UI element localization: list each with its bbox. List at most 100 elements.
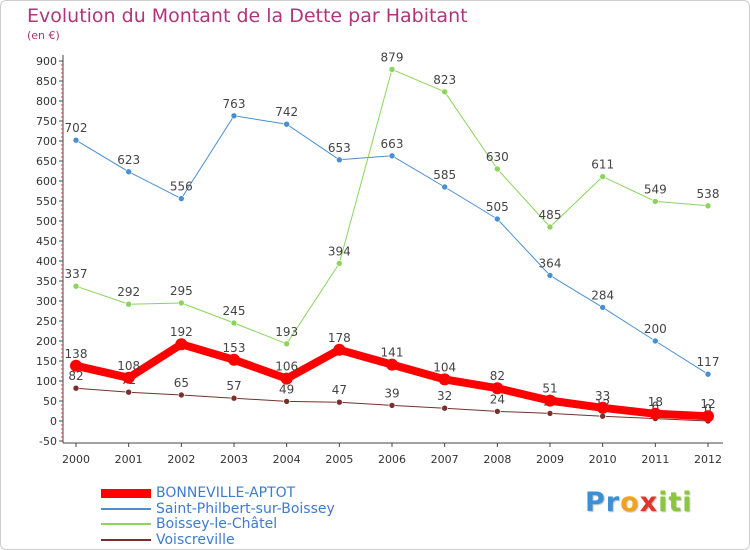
data-point-bonneville-aptot	[702, 410, 714, 423]
data-point-voiscreville	[388, 402, 396, 409]
y-tick-label: -50	[39, 435, 57, 448]
data-point-voiscreville	[125, 388, 132, 396]
data-point-bonneville-aptot	[228, 353, 240, 366]
data-label-bonneville-aptot: 178	[328, 331, 351, 345]
data-point-voiscreville	[441, 404, 448, 412]
data-label-voiscreville: 49	[279, 382, 294, 396]
data-label-saint-philbert-sur-boissey: 623	[117, 153, 140, 167]
data-point-boissey-le-ch-tel	[230, 319, 238, 327]
data-label-boissey-le-ch-tel: 549	[644, 182, 667, 196]
chart-title: Evolution du Montant de la Dette par Hab…	[27, 5, 468, 27]
data-label-bonneville-aptot: 51	[542, 382, 557, 396]
legend-swatch	[101, 523, 151, 525]
data-point-saint-philbert-sur-boissey	[125, 168, 132, 176]
x-tick-label: 2004	[273, 453, 301, 466]
data-point-voiscreville	[494, 408, 501, 415]
logo-letter: r	[605, 487, 621, 518]
data-point-boissey-le-ch-tel	[283, 340, 290, 348]
data-label-boissey-le-ch-tel: 630	[486, 150, 509, 164]
data-point-saint-philbert-sur-boissey	[704, 370, 712, 378]
y-tick-label: 850	[36, 75, 57, 88]
x-tick-label: 2000	[62, 453, 90, 466]
data-label-boissey-le-ch-tel: 823	[433, 73, 456, 87]
data-point-saint-philbert-sur-boissey	[283, 120, 290, 128]
data-label-saint-philbert-sur-boissey: 364	[539, 256, 562, 270]
data-point-saint-philbert-sur-boissey	[72, 136, 80, 144]
data-label-saint-philbert-sur-boissey: 200	[644, 322, 667, 336]
data-label-boissey-le-ch-tel: 485	[539, 208, 562, 222]
data-point-bonneville-aptot	[280, 372, 293, 385]
data-label-boissey-le-ch-tel: 538	[697, 187, 720, 201]
data-point-boissey-le-ch-tel	[652, 198, 659, 205]
y-tick-label: 700	[36, 135, 57, 148]
data-point-bonneville-aptot	[122, 371, 135, 384]
legend-swatch	[101, 538, 151, 541]
data-label-voiscreville: 39	[384, 386, 399, 400]
data-label-voiscreville: 24	[490, 392, 505, 406]
x-tick-label: 2005	[325, 453, 353, 466]
data-label-boissey-le-ch-tel: 295	[170, 284, 193, 298]
data-point-saint-philbert-sur-boissey	[230, 112, 238, 120]
data-label-voiscreville: 57	[226, 379, 241, 393]
data-point-voiscreville	[599, 412, 606, 420]
data-point-boissey-le-ch-tel	[494, 165, 501, 173]
y-tick-label: 450	[36, 235, 57, 248]
y-tick-label: 250	[36, 315, 57, 328]
data-point-bonneville-aptot	[649, 407, 662, 420]
y-tick-label: 550	[36, 195, 57, 208]
data-label-voiscreville: 65	[174, 376, 189, 390]
logo-letter: x	[639, 487, 659, 518]
data-label-boissey-le-ch-tel: 245	[223, 304, 246, 318]
data-point-boissey-le-ch-tel	[704, 202, 712, 210]
data-point-voiscreville	[72, 384, 80, 392]
data-label-boissey-le-ch-tel: 394	[328, 244, 351, 258]
logo-letter: o	[620, 487, 640, 518]
data-point-boissey-le-ch-tel	[336, 260, 343, 267]
legend-swatch	[101, 488, 151, 498]
y-tick-label: 900	[36, 55, 57, 68]
data-label-saint-philbert-sur-boissey: 763	[223, 97, 246, 111]
y-tick-label: 750	[36, 115, 57, 128]
data-label-bonneville-aptot: 192	[170, 325, 193, 339]
y-tick-label: 150	[36, 355, 57, 368]
proxiti-logo: Proxiti	[585, 487, 693, 518]
data-label-saint-philbert-sur-boissey: 585	[433, 168, 456, 182]
data-point-saint-philbert-sur-boissey	[336, 156, 343, 164]
data-point-boissey-le-ch-tel	[546, 223, 554, 231]
y-tick-label: 200	[36, 335, 57, 348]
series-line-boissey-le-ch-tel	[75, 68, 709, 345]
data-point-boissey-le-ch-tel	[388, 66, 396, 73]
data-point-saint-philbert-sur-boissey	[652, 337, 659, 345]
data-point-voiscreville	[178, 391, 185, 399]
logo-letter: t	[668, 487, 683, 518]
x-tick-label: 2012	[694, 453, 722, 466]
x-tick-label: 2002	[167, 453, 195, 466]
legend-label: Boissey-le-Châtel	[156, 516, 278, 532]
y-tick-label: 0	[50, 415, 57, 428]
data-point-boissey-le-ch-tel	[125, 300, 132, 308]
data-label-bonneville-aptot: 82	[490, 369, 505, 383]
data-point-saint-philbert-sur-boissey	[441, 183, 448, 191]
data-point-bonneville-aptot	[491, 382, 504, 395]
data-point-voiscreville	[336, 398, 343, 406]
data-label-voiscreville: 47	[332, 383, 347, 397]
data-label-boissey-le-ch-tel: 611	[591, 158, 614, 172]
data-point-saint-philbert-sur-boissey	[599, 304, 606, 311]
data-point-bonneville-aptot	[544, 394, 556, 407]
legend-swatch	[101, 507, 151, 510]
data-label-voiscreville: 82	[68, 369, 83, 383]
data-point-boissey-le-ch-tel	[599, 173, 606, 180]
data-point-boissey-le-ch-tel	[441, 88, 448, 96]
data-label-saint-philbert-sur-boissey: 663	[381, 137, 404, 151]
data-label-bonneville-aptot: 18	[648, 395, 663, 409]
legend-label: Saint-Philbert-sur-Boissey	[156, 500, 335, 517]
y-tick-label: 800	[36, 95, 57, 108]
x-tick-label: 2010	[589, 453, 617, 466]
data-label-bonneville-aptot: 33	[595, 389, 610, 403]
data-point-saint-philbert-sur-boissey	[388, 152, 396, 160]
data-label-voiscreville: 0	[704, 402, 712, 416]
data-label-bonneville-aptot: 153	[223, 341, 246, 355]
data-point-saint-philbert-sur-boissey	[494, 215, 501, 223]
data-label-voiscreville: 6	[652, 400, 660, 414]
